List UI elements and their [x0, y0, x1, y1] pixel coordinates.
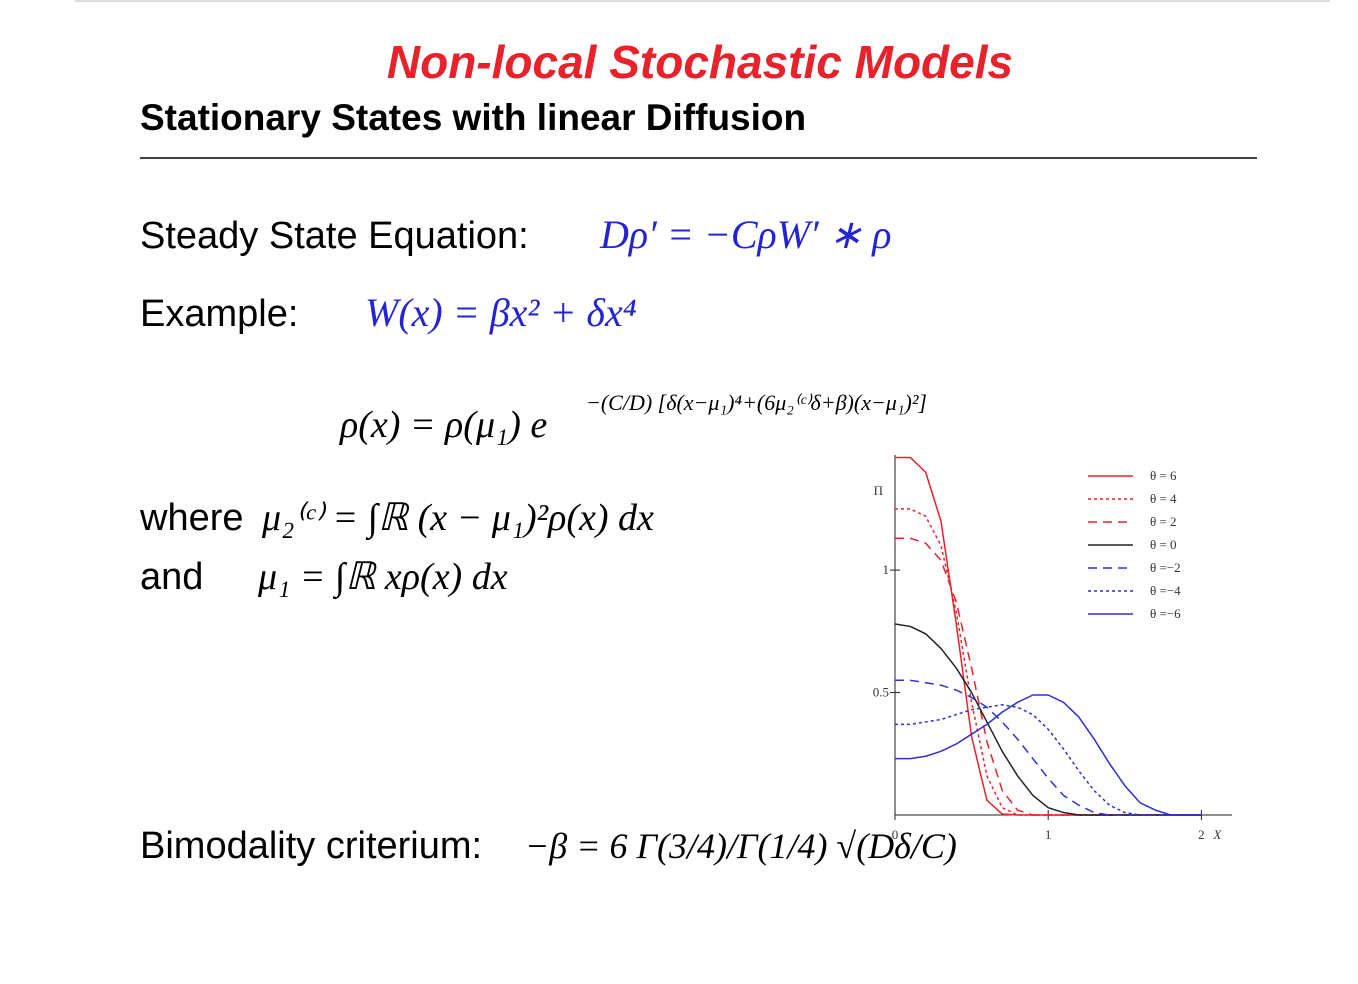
label: where: [139, 497, 244, 539]
label: Bimodality criterium:: [140, 825, 482, 867]
label: and: [140, 556, 203, 598]
formula: −β = 6 Γ(3/4)/Γ(1/4) √(Dδ/C): [525, 826, 957, 866]
chart: 0 1 2 0.5 1 X Πθ = 6 θ = 4 θ = 2 θ = 0 θ =−2 θ =−4 θ…: [873, 455, 1232, 842]
legend-label: θ =−6: [1150, 606, 1181, 621]
y-axis-label: Π: [874, 483, 883, 498]
slide-subtitle: Stationary States with linear Diffusion: [140, 97, 806, 138]
legend-label: θ = 4: [1150, 491, 1177, 506]
formula: Dρ′ = −CρW′ ∗ ρ: [599, 212, 891, 257]
series-line: [895, 704, 1202, 816]
y-tick-label: 0.5: [873, 685, 889, 700]
label: Example:: [140, 293, 298, 335]
y-tick-label: 1: [883, 562, 890, 577]
x-tick-label: 0: [892, 827, 899, 842]
legend-label: θ = 0: [1150, 537, 1177, 552]
formula-exponent: −(C/D) [δ(x−μ₁)⁴+(6μ₂⁽ᶜ⁾δ+β)(x−μ₁)²]: [586, 390, 927, 415]
legend-label: θ = 6: [1150, 468, 1177, 483]
series-line: [895, 679, 1202, 816]
series-line: [895, 537, 1202, 816]
x-tick-label: 2: [1198, 827, 1205, 842]
legend-label: θ =−4: [1150, 583, 1181, 598]
series-line: [895, 456, 1202, 816]
formula: ρ(x) = ρ(μ₁) e: [339, 404, 547, 446]
series-line: [894, 623, 1202, 816]
formula: μ₁ = ∫ℝ xρ(x) dx: [257, 556, 508, 600]
legend-label: θ = 2: [1150, 514, 1177, 529]
formula: W(x) = βx² + δx⁴: [365, 290, 637, 335]
series-line: [895, 694, 1202, 816]
label: Steady State Equation:: [140, 215, 529, 257]
x-tick-label: 1: [1045, 827, 1052, 842]
x-axis-label: X: [1212, 827, 1222, 842]
formula: μ₂⁽ᶜ⁾ = ∫ℝ (x − μ₁)²ρ(x) dx: [261, 497, 654, 541]
slide-title: Non-local Stochastic Models: [387, 36, 1013, 88]
legend-label: θ =−2: [1150, 560, 1181, 575]
series-line: [895, 508, 1202, 816]
